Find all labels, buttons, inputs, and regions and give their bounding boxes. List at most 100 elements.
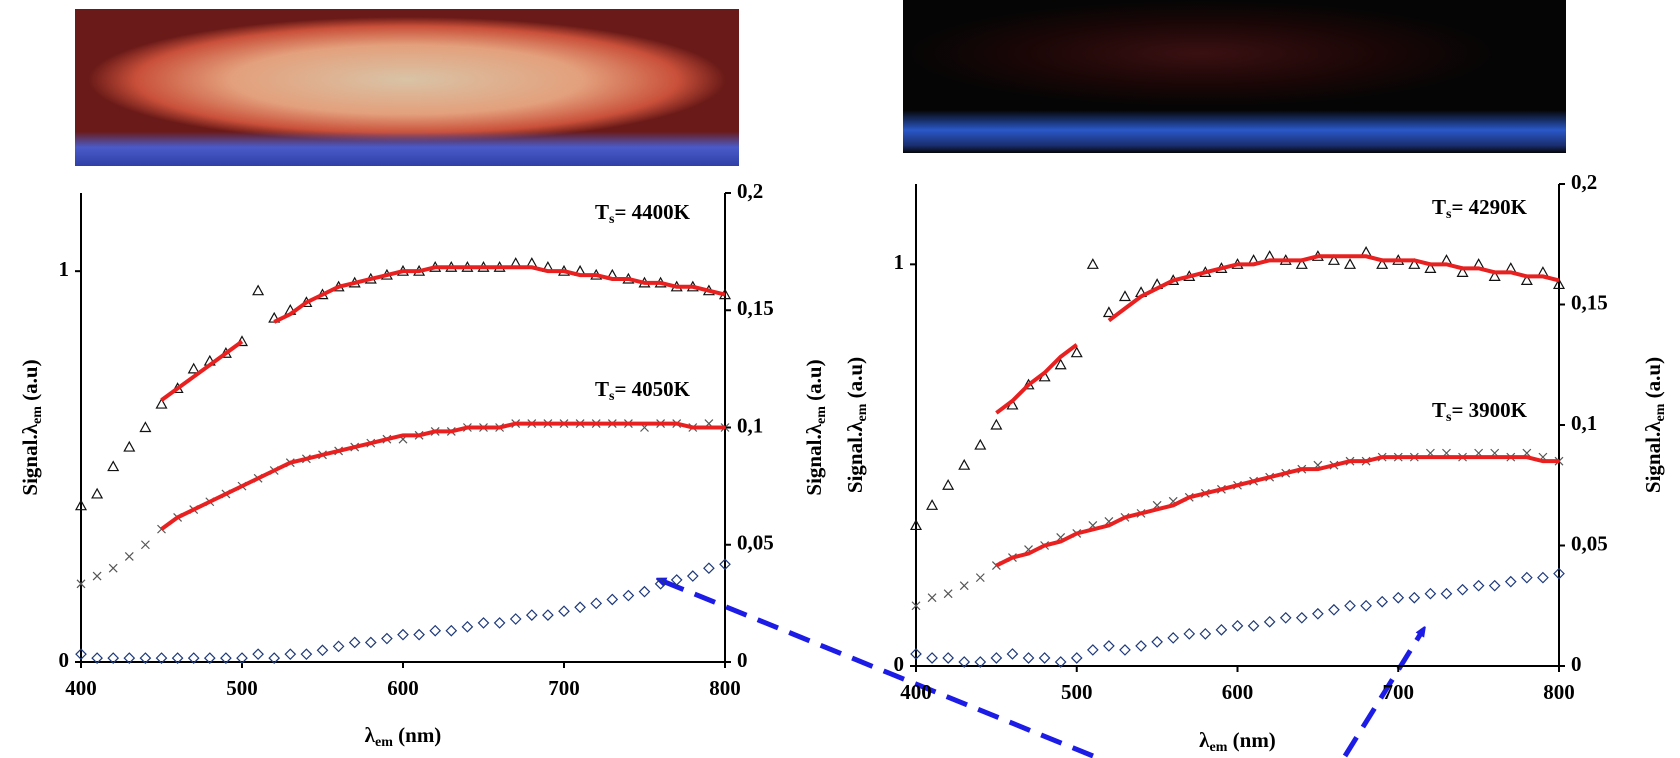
point (703, 562, 715, 575)
point (622, 589, 635, 602)
x-tick-label: 600 (1222, 680, 1254, 704)
point (910, 648, 922, 660)
point (1392, 591, 1405, 604)
annotation-subscript: s (1446, 207, 1452, 222)
point (911, 601, 921, 611)
x-axis-label-subscript: em (1210, 740, 1228, 755)
point (542, 609, 554, 621)
y-tick-label: 0 (59, 648, 70, 672)
point (670, 574, 683, 586)
point (990, 652, 1003, 664)
annotation-text: = 4050K (614, 377, 690, 401)
point (284, 648, 297, 661)
point (187, 362, 200, 374)
y-axis-label-symbol: Signal.λ (843, 421, 867, 493)
point (91, 487, 104, 499)
point (1424, 262, 1437, 273)
point (1231, 619, 1244, 632)
y2-axis-label-subscript: em (1653, 403, 1668, 421)
point (1086, 258, 1099, 269)
point (1553, 567, 1565, 580)
annotation-text: = 4290K (1451, 195, 1527, 219)
point (1006, 648, 1019, 660)
point (1151, 636, 1163, 648)
point (1070, 652, 1083, 664)
y2-tick-label: 0,05 (1571, 531, 1608, 555)
y-axis-label-text: (a.u) (843, 357, 867, 404)
x-axis-label-text: (nm) (1227, 728, 1275, 752)
point (638, 585, 651, 598)
point (1119, 644, 1131, 656)
point (942, 652, 954, 664)
point (1038, 652, 1051, 664)
point (1295, 611, 1308, 624)
point (1440, 587, 1453, 600)
y2-axis-label-text: (a.u) (1641, 357, 1665, 404)
point (1312, 607, 1324, 620)
annotation-subscript: s (1446, 410, 1452, 425)
point (1054, 656, 1067, 668)
point (1103, 640, 1115, 652)
annotation-subscript: s (609, 212, 615, 227)
point (926, 652, 938, 664)
point (74, 499, 88, 511)
point (1215, 624, 1228, 636)
x-tick-label: 700 (548, 676, 580, 700)
fit-line (160, 265, 726, 402)
point (171, 652, 184, 664)
point (1167, 632, 1180, 644)
point (268, 311, 281, 323)
point (926, 499, 939, 510)
annotation-symbol: T (595, 200, 609, 224)
point (1102, 306, 1115, 318)
photo-left (75, 9, 739, 166)
point (909, 519, 923, 531)
point (1376, 258, 1389, 269)
annotation: Ts= 4400K (595, 200, 691, 227)
point (107, 460, 120, 472)
y2-tick-label: 0,1 (1571, 411, 1597, 435)
y-tick-label: 1 (59, 257, 70, 281)
y2-tick-label: 0,15 (737, 296, 774, 320)
x-tick-label: 400 (900, 680, 932, 704)
point (123, 652, 136, 664)
point (252, 284, 265, 296)
arrow (1342, 630, 1423, 758)
point (1183, 628, 1196, 640)
annotation-text: = 4400K (614, 200, 690, 224)
point (1456, 583, 1469, 596)
point (1360, 599, 1372, 612)
point (1344, 258, 1357, 269)
point (1199, 628, 1212, 640)
point (300, 648, 313, 661)
point (187, 652, 200, 664)
y-tick-label: 0 (894, 652, 905, 676)
arrow (660, 580, 1094, 758)
point (1488, 270, 1501, 281)
point (220, 652, 232, 664)
point (429, 624, 442, 637)
point (719, 558, 731, 571)
point (413, 628, 425, 641)
point (1424, 587, 1437, 600)
point (477, 617, 490, 629)
point (397, 628, 409, 641)
point (1086, 644, 1099, 656)
point (236, 652, 248, 664)
y-axis-label: Signal.λem (a.u) (843, 357, 870, 493)
point (525, 609, 538, 621)
point (1247, 619, 1260, 632)
y2-axis-label-subscript: em (814, 406, 829, 424)
point (332, 640, 345, 653)
point (316, 644, 329, 657)
x-axis-label-symbol: λ (365, 723, 376, 747)
point (493, 617, 506, 629)
point (445, 624, 458, 637)
point (108, 563, 118, 573)
y2-tick-label: 0 (1571, 652, 1582, 676)
point (509, 613, 522, 625)
point (1408, 591, 1421, 604)
point (1504, 575, 1517, 588)
point (574, 601, 586, 614)
